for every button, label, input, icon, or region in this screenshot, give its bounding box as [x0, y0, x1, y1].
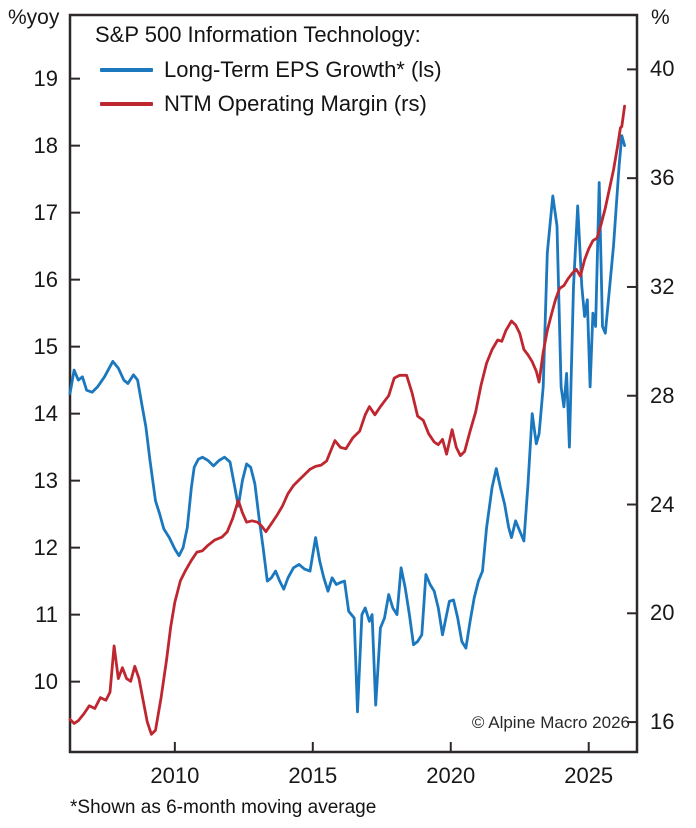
left-axis-tick-label: 18	[33, 132, 58, 158]
left-axis-tick-label: 16	[33, 266, 58, 292]
x-axis-tick-label: 2015	[288, 763, 338, 788]
left-axis-tick-label: 10	[33, 668, 58, 694]
chart-frame	[68, 13, 639, 754]
copyright-note: © Alpine Macro 2026	[471, 713, 630, 732]
x-axis-tick-label: 2010	[150, 763, 200, 788]
eps-growth-line-swatch	[100, 68, 153, 72]
left-axis-tick-label: 12	[33, 534, 58, 560]
legend-label-operating-margin: NTM Operating Margin (rs)	[164, 91, 427, 116]
legend-item-eps-growth: Long-Term EPS Growth* (ls)	[100, 57, 442, 82]
right-axis-tick-label: 36	[650, 165, 675, 191]
operating-margin-line	[68, 104, 626, 736]
right-axis-tick-label: 24	[650, 491, 675, 517]
legend-label-eps-growth: Long-Term EPS Growth* (ls)	[164, 57, 442, 82]
right-axis-tick-label: 20	[650, 600, 675, 626]
operating-margin-line-swatch	[100, 102, 153, 106]
x-axis-tick-label: 2025	[564, 763, 614, 788]
left-axis-tick-label: 15	[33, 333, 58, 359]
chart-title: S&P 500 Information Technology:	[95, 22, 421, 47]
left-axis-tick-label: 17	[33, 199, 58, 225]
legend-item-operating-margin: NTM Operating Margin (rs)	[100, 91, 427, 116]
right-axis-tick-label: 40	[650, 56, 675, 82]
right-axis-tick-label: 16	[650, 709, 675, 735]
left-axis-tick-label: 11	[35, 601, 58, 627]
chart-footnote: *Shown as 6-month moving average	[70, 797, 377, 818]
right-axis-tick-label: 32	[650, 273, 675, 299]
x-axis-tick-label: 2020	[426, 763, 476, 788]
left-axis-tick-label: 19	[33, 65, 58, 91]
right-axis-tick-label: 28	[650, 382, 675, 408]
eps-growth-line	[68, 134, 626, 714]
left-axis-unit-label: %yoy	[8, 6, 60, 29]
left-axis-tick-label: 14	[33, 400, 58, 426]
left-axis-tick-label: 13	[33, 467, 58, 493]
right-axis-unit-label: %	[651, 6, 670, 29]
